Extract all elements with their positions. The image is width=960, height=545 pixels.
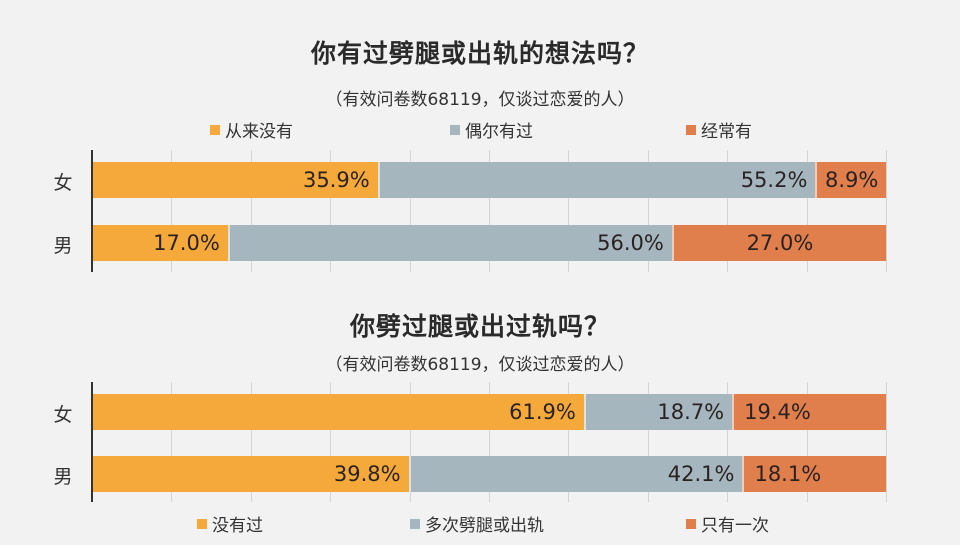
value-label: 17.0% <box>153 231 220 255</box>
chart1-row-label-male: 男 <box>53 235 73 257</box>
chart2-bar-female: 61.9% 18.7% 19.4% <box>93 394 886 430</box>
chart2-subtitle: （有效问卷数68119，仅谈过恋爱的人） <box>325 355 635 375</box>
gridline <box>409 382 411 502</box>
gridline <box>250 382 252 502</box>
gridline <box>489 150 490 272</box>
legend-label: 没有过 <box>212 516 263 536</box>
orange-swatch-icon <box>210 124 220 135</box>
bar-segment-occasionally: 55.2% <box>377 162 816 198</box>
chart2-legend: 没有过 多次劈腿或出轨 只有一次 <box>0 511 960 536</box>
value-label: 42.1% <box>667 462 735 486</box>
gray-swatch-icon <box>450 124 460 135</box>
chart1-y-axis <box>91 150 93 272</box>
bar-segment-never: 61.9% <box>93 394 584 430</box>
legend-label: 多次劈腿或出轨 <box>425 516 544 536</box>
chart2-legend-item-never: 没有过 <box>197 511 263 536</box>
gridline <box>330 150 332 272</box>
gridline <box>171 382 173 502</box>
gridline <box>647 150 649 272</box>
chart1-legend: 从来没有 偶尔有过 经常有 <box>0 117 960 142</box>
gridline <box>171 150 173 272</box>
chart1-subtitle: （有效问卷数68119，仅谈过恋爱的人） <box>325 90 635 110</box>
bar-segment-never: 17.0% <box>93 225 228 261</box>
bar-segment-never: 35.9% <box>93 162 378 198</box>
bar-segment-multiple: 42.1% <box>408 456 743 492</box>
value-label: 55.2% <box>740 168 808 192</box>
gray-swatch-icon <box>410 518 420 529</box>
chart2-bar-male: 39.8% 42.1% 18.1% <box>93 456 886 492</box>
value-label: 18.1% <box>754 462 822 486</box>
chart2-row-label-male: 男 <box>53 466 73 488</box>
red-orange-swatch-icon <box>686 518 696 529</box>
chart1-legend-item-never: 从来没有 <box>210 117 293 142</box>
value-label: 27.0% <box>746 231 814 255</box>
gridline <box>727 150 729 272</box>
bar-segment-often: 27.0% <box>671 225 886 261</box>
chart1-bar-female: 35.9% 55.2% 8.9% <box>93 162 886 198</box>
gridline <box>806 382 808 502</box>
chart1-legend-item-occasionally: 偶尔有过 <box>450 117 533 142</box>
value-label: 56.0% <box>597 231 664 255</box>
gridline <box>568 382 570 502</box>
gridline <box>886 150 887 272</box>
legend-label: 偶尔有过 <box>465 122 533 142</box>
chart1-row-label-female: 女 <box>53 172 73 194</box>
chart1-bar-male: 17.0% 56.0% 27.0% <box>93 225 886 261</box>
value-label: 61.9% <box>509 400 576 424</box>
bar-segment-often: 8.9% <box>815 162 886 198</box>
gridline <box>886 382 887 502</box>
value-label: 8.9% <box>825 168 879 192</box>
gridline <box>330 382 332 502</box>
bar-segment-multiple: 18.7% <box>583 394 733 430</box>
chart1-title: 你有过劈腿或出轨的想法吗？ <box>310 39 649 68</box>
legend-label: 经常有 <box>701 122 752 142</box>
value-label: 18.7% <box>657 400 725 424</box>
bar-segment-once: 18.1% <box>742 456 886 492</box>
legend-label: 从来没有 <box>225 122 293 142</box>
gridline <box>250 150 252 272</box>
bar-segment-never: 39.8% <box>93 456 409 492</box>
orange-swatch-icon <box>197 518 207 529</box>
value-label: 39.8% <box>333 462 401 486</box>
red-orange-swatch-icon <box>686 124 696 135</box>
gridline <box>806 150 808 272</box>
gridline <box>647 382 649 502</box>
gridline <box>568 150 570 272</box>
chart2-title: 你劈过腿或出过轨吗？ <box>349 312 610 341</box>
value-label: 35.9% <box>302 168 370 192</box>
chart2-row-label-female: 女 <box>53 404 73 426</box>
gridline <box>489 382 490 502</box>
chart2-legend-item-multiple: 多次劈腿或出轨 <box>410 511 544 536</box>
bar-segment-once: 19.4% <box>732 394 886 430</box>
chart2-y-axis <box>91 382 93 502</box>
value-label: 19.4% <box>744 400 811 424</box>
chart1-legend-item-often: 经常有 <box>686 117 752 142</box>
gridline <box>409 150 411 272</box>
bar-segment-occasionally: 56.0% <box>227 225 672 261</box>
legend-label: 只有一次 <box>701 516 769 536</box>
gridline <box>727 382 729 502</box>
chart2-legend-item-once: 只有一次 <box>686 511 769 536</box>
